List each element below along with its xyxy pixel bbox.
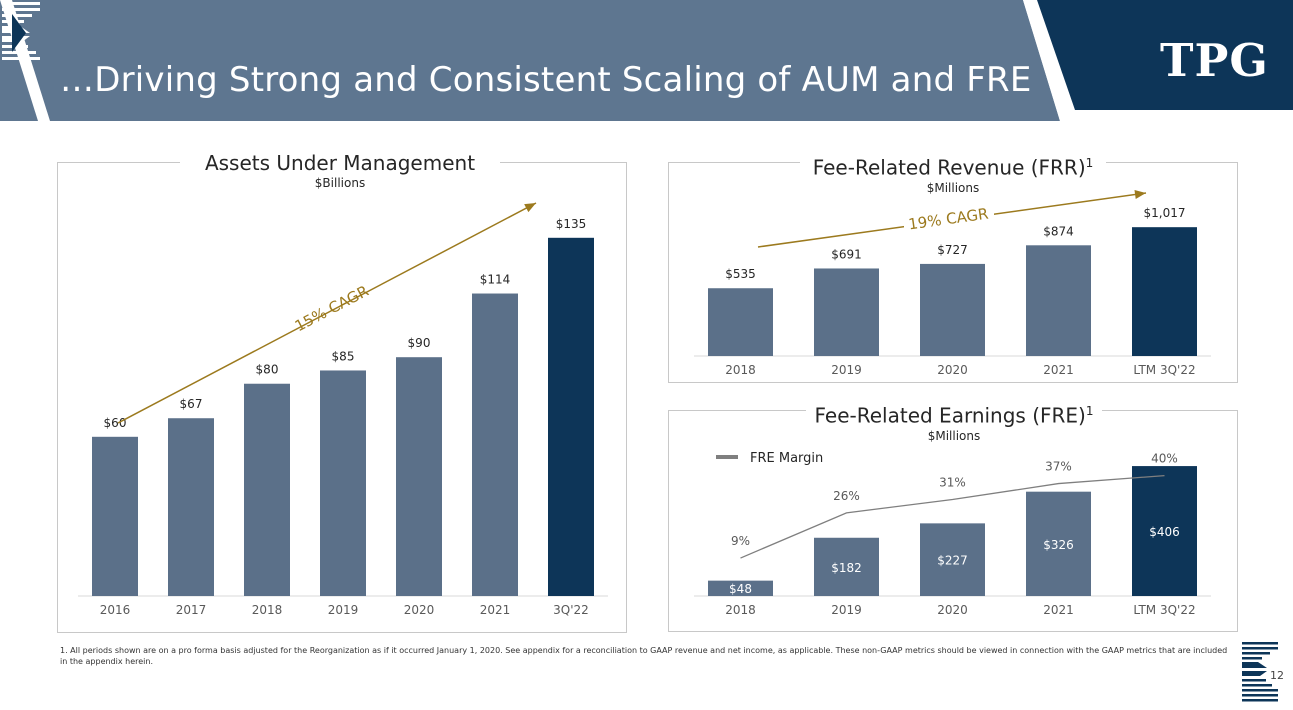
frr-bar [1132,227,1197,356]
frr-x-tick-label: LTM 3Q'22 [1133,363,1195,377]
fre-bar-value-label: $326 [1043,538,1074,552]
frr-cagr-label-bg [904,206,994,228]
fre-chart-title: Fee-Related Earnings (FRE) [814,403,1086,428]
frr-bar-value-label: $874 [1043,224,1074,238]
frr-bar-value-label: $727 [937,243,968,257]
fre-bar-value-label: $406 [1149,525,1180,539]
fre-legend-swatch [716,455,738,459]
aum-x-tick-label: 2019 [328,603,359,617]
aum-cagr-arrow-head [524,203,536,213]
frr-bar-value-label: $535 [725,267,756,281]
aum-bar-value-label: $114 [480,273,511,287]
aum-bar [396,357,442,596]
frr-bar [920,263,985,356]
fre-margin-line [740,474,1165,559]
header-banner: …Driving Strong and Consistent Scaling o… [0,0,1293,121]
fre-margin-label: 40% [1151,452,1178,466]
aum-cagr-arrow-line [117,202,537,424]
aum-x-tick-label: 3Q'22 [553,603,589,617]
aum-bar-value-label: $90 [408,336,431,350]
frr-chart-title: Fee-Related Revenue (FRR) [812,155,1086,180]
frr-x-tick-label: 2018 [725,363,756,377]
fre-bar [920,523,985,596]
frr-x-tick-label: 2019 [831,363,862,377]
footnote: 1. All periods shown are on a pro forma … [60,646,1228,666]
fre-title-footnote-ref: 1 [1085,404,1094,418]
aum-title-block: Assets Under Management $Billions [180,150,500,190]
fre-margin-label: 31% [939,476,966,490]
fre-x-tick-label: 2021 [1043,603,1074,617]
page-number: 12 [1270,669,1284,682]
frr-x-tick-label: 2021 [1043,363,1074,377]
aum-x-tick-label: 2017 [176,603,207,617]
frr-bar [814,268,879,356]
aum-bar-value-label: $80 [256,363,279,377]
fre-margin-label: 9% [731,534,750,548]
aum-chart-subtitle: $Billions [314,176,366,190]
tpg-logo-text: TPG [1160,34,1269,87]
frr-bar-value-label: $1,017 [1144,206,1186,220]
fre-bar [814,537,879,596]
fre-bar [708,580,773,596]
aum-x-tick-label: 2020 [404,603,435,617]
frr-chart-subtitle: $Millions [926,180,980,195]
aum-bar [472,293,518,596]
frr-title-footnote-ref: 1 [1085,156,1094,170]
fre-x-tick-label: LTM 3Q'22 [1133,603,1195,617]
tpg-footer-logo-icon [1242,642,1278,702]
aum-x-tick-label: 2021 [480,603,511,617]
aum-x-tick-label: 2018 [252,603,283,617]
frr-bar-value-label: $691 [831,247,862,261]
aum-bar-value-label: $67 [180,397,203,411]
aum-bar [168,418,214,596]
frr-title-block: Fee-Related Revenue (FRR)1 $Millions [800,150,1106,195]
fre-title-block: Fee-Related Earnings (FRE)1 $Millions [806,398,1102,443]
frr-cagr-arrow-head [1134,190,1146,199]
aum-bar [92,436,138,596]
aum-bar-value-label: $60 [104,416,127,430]
fre-bar-value-label: $182 [831,561,862,575]
fre-chart-subtitle: $Millions [927,428,981,443]
fre-margin-label: 37% [1045,460,1072,474]
frr-bar [708,288,773,356]
aum-bar [320,370,366,596]
page-title: …Driving Strong and Consistent Scaling o… [60,60,1032,100]
fre-legend-label: FRE Margin [750,451,823,466]
fre-bar [1132,466,1197,596]
aum-bar [548,237,594,597]
aum-bar [244,383,290,596]
aum-bar-value-label: $85 [332,349,355,363]
aum-chart-title: Assets Under Management [204,151,476,175]
frr-bar [1026,245,1091,356]
tpg-logo-icon [2,2,40,60]
fre-x-tick-label: 2018 [725,603,756,617]
fre-margin-label: 26% [833,489,860,503]
fre-bar-value-label: $48 [729,582,752,596]
fre-x-tick-label: 2019 [831,603,862,617]
aum-bar-value-label: $135 [556,217,587,231]
aum-x-tick-label: 2016 [100,603,131,617]
fre-bar-value-label: $227 [937,554,968,568]
fre-x-tick-label: 2020 [937,603,968,617]
frr-x-tick-label: 2020 [937,363,968,377]
fre-bar [1026,491,1091,596]
